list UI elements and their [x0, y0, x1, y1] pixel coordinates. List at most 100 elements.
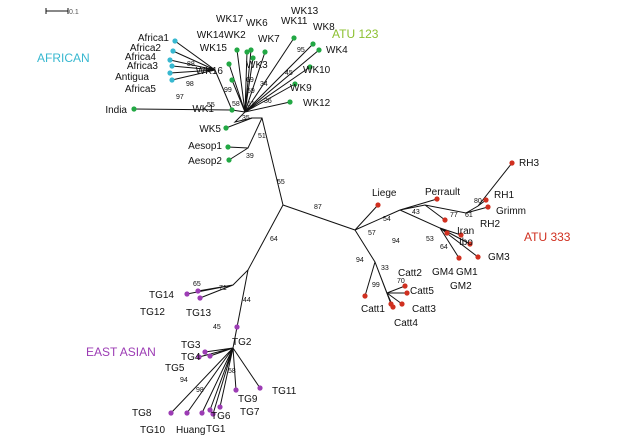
- leaf-label: WK1: [192, 104, 214, 115]
- bootstrap-value: 97: [176, 94, 184, 101]
- bootstrap-value: 36: [264, 98, 272, 105]
- node-wk5: [223, 125, 229, 131]
- bootstrap-value: 61: [247, 101, 255, 108]
- bootstrap-value: 64: [270, 236, 278, 243]
- bootstrap-value: 55: [207, 102, 215, 109]
- leaf-label: Africa1: [138, 33, 170, 44]
- leaf-label: TG3: [181, 340, 201, 351]
- bootstrap-value: 55: [277, 179, 285, 186]
- node-wk4: [316, 47, 322, 53]
- bootstrap-value: 77: [450, 212, 458, 219]
- node-rh3: [509, 160, 515, 166]
- bootstrap-value: 35: [242, 115, 250, 122]
- leaf-label: WK7: [258, 34, 280, 45]
- leaf-label: GM1: [456, 267, 478, 278]
- bootstrap-value: 98: [196, 387, 204, 394]
- node-africa1: [172, 38, 178, 44]
- node-antigua: [167, 70, 173, 76]
- node-wk12: [287, 99, 293, 105]
- group-label-atu333: ATU 333: [524, 230, 571, 244]
- node-wk9: [292, 81, 298, 87]
- node-catt1: [362, 293, 368, 299]
- leaf-label: WK15: [200, 43, 228, 54]
- bootstrap-value: 45: [285, 70, 293, 77]
- bootstrap-value: 54: [383, 216, 391, 223]
- leaf-label: TG7: [240, 407, 260, 418]
- node-tg11: [257, 385, 263, 391]
- bootstrap-value: 59: [247, 88, 255, 95]
- node-wk17: [248, 47, 254, 53]
- node-tg1: [207, 407, 213, 413]
- leaf-label: Catt2: [398, 268, 422, 279]
- node-tg13: [197, 295, 203, 301]
- bootstrap-value: 34: [260, 81, 268, 88]
- leaf-label: WK16: [196, 66, 224, 77]
- leaf-label: TG8: [132, 408, 152, 419]
- scale-bar-label: 0.1: [69, 9, 79, 16]
- leaf-labels: Africa1 Africa2 Africa4 Africa3 Antigua …: [105, 6, 539, 436]
- node-tg9: [233, 387, 239, 393]
- leaf-label: Aesop1: [188, 141, 222, 152]
- node-tg4: [207, 353, 213, 359]
- node-wk10: [307, 64, 313, 70]
- leaf-nodes: [131, 35, 515, 417]
- node-grimm: [483, 197, 489, 203]
- bootstrap-value: 80: [474, 198, 482, 205]
- node-wk3: [250, 55, 256, 61]
- leaf-label: WK5: [199, 124, 221, 135]
- node-catt-extra: [388, 301, 394, 307]
- group-label-east-asian: EAST ASIAN: [86, 345, 156, 359]
- leaf-label: WK10: [303, 65, 331, 76]
- node-catt2: [402, 283, 408, 289]
- bootstrap-value: 71: [219, 285, 227, 292]
- node-tg3: [202, 349, 208, 355]
- leaf-label: WK9: [290, 83, 312, 94]
- node-wk14: [234, 47, 240, 53]
- node-perrault: [434, 196, 440, 202]
- bootstrap-value: 94: [180, 377, 188, 384]
- bootstrap-value: 94: [356, 257, 364, 264]
- node-wk15: [226, 61, 232, 67]
- bootstrap-value: 61: [465, 212, 473, 219]
- leaf-label: TG2: [232, 337, 252, 348]
- bootstrap-value: 58: [232, 101, 240, 108]
- bootstrap-value: 99: [224, 87, 232, 94]
- bootstrap-value: 44: [243, 297, 251, 304]
- node-tg8: [168, 410, 174, 416]
- node-africa5: [169, 77, 175, 83]
- leaf-label: Huang: [176, 425, 205, 436]
- node-rh1: [485, 204, 491, 210]
- bootstrap-value: 33: [381, 265, 389, 272]
- bootstrap-value: 64: [440, 244, 448, 251]
- bootstrap-value: 87: [314, 204, 322, 211]
- node-africa2: [170, 48, 176, 54]
- leaf-label: Aesop2: [188, 156, 222, 167]
- node-catt5: [404, 290, 410, 296]
- bootstrap-value: 53: [426, 236, 434, 243]
- leaf-label: Perrault: [425, 187, 460, 198]
- node-wk1: [229, 107, 235, 113]
- node-tg10: [184, 410, 190, 416]
- node-wk11: [310, 41, 316, 47]
- tree-edges: [133, 37, 513, 415]
- leaf-label: Africa4: [125, 52, 157, 63]
- group-label-african: AFRICAN: [37, 51, 90, 65]
- leaf-label: TG10: [140, 425, 165, 436]
- leaf-label: GM3: [488, 252, 510, 263]
- leaf-label: TG13: [186, 308, 211, 319]
- leaf-label: Liege: [372, 188, 397, 199]
- leaf-label: Africa5: [125, 84, 157, 95]
- node-gm1: [467, 241, 473, 247]
- leaf-label: GM2: [450, 281, 472, 292]
- leaf-label: WK12: [303, 98, 331, 109]
- leaf-label: RH1: [494, 190, 514, 201]
- leaf-label: WK14: [197, 30, 225, 41]
- node-india: [131, 106, 137, 112]
- leaf-label: WK6: [246, 18, 268, 29]
- leaf-label: Iran: [457, 226, 474, 237]
- node-africa3: [169, 63, 175, 69]
- bootstrap-value: 70: [397, 278, 405, 285]
- bootstrap-value: 95: [297, 47, 305, 54]
